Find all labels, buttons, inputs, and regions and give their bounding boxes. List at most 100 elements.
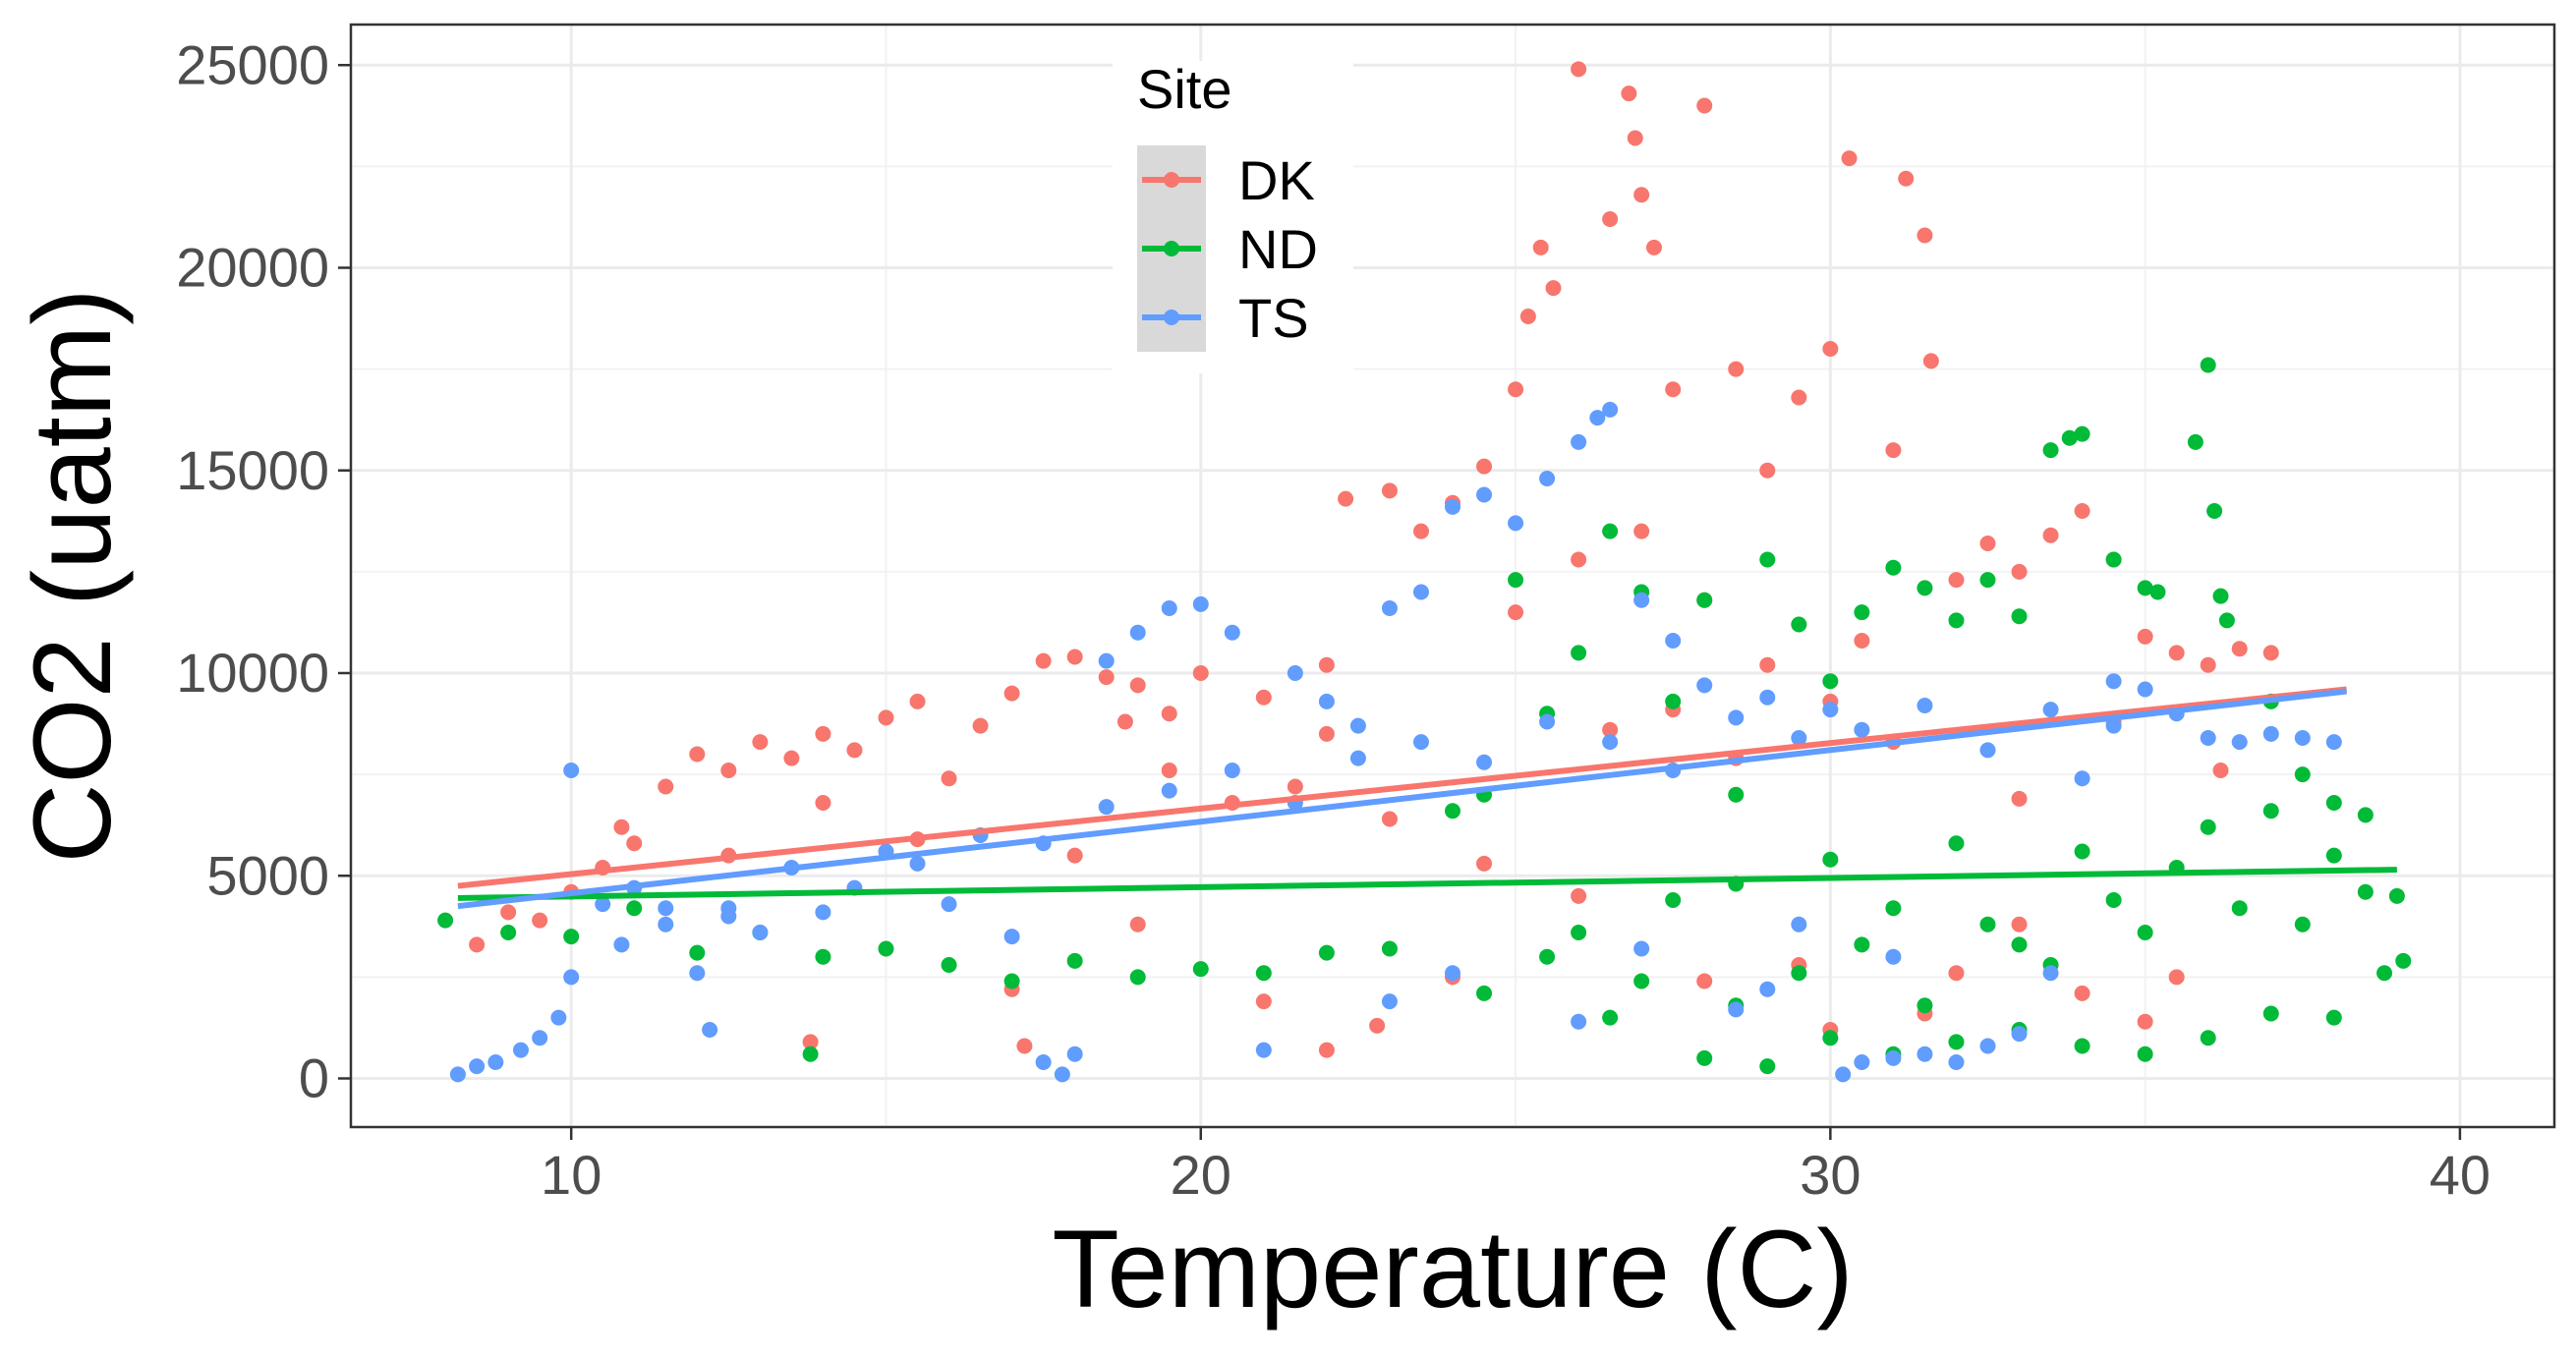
point-ts — [449, 1066, 466, 1083]
point-dk — [1287, 778, 1303, 795]
point-nd — [2294, 766, 2311, 783]
point-ts — [2105, 717, 2122, 734]
point-nd — [2388, 887, 2405, 904]
point-nd — [1602, 1009, 1619, 1026]
point-ts — [1791, 916, 1807, 933]
point-nd — [1571, 645, 1587, 661]
point-nd — [1696, 1049, 1713, 1066]
point-ts — [532, 1030, 548, 1046]
point-nd — [2262, 803, 2279, 820]
point-ts — [1508, 515, 1524, 532]
point-ts — [512, 1042, 529, 1058]
point-nd — [1476, 985, 1493, 1001]
point-nd — [2137, 580, 2153, 596]
point-nd — [1979, 572, 1996, 589]
point-ts — [1759, 689, 1776, 706]
point-ts — [613, 936, 630, 953]
point-dk — [2212, 763, 2229, 778]
point-dk — [1412, 523, 1429, 539]
x-axis-ticks: 10 20 30 40 — [541, 1127, 2490, 1206]
point-nd — [1885, 900, 1902, 917]
y-tick-label: 20000 — [176, 237, 329, 299]
point-nd — [563, 929, 580, 945]
point-ts — [1349, 750, 1366, 766]
point-ts — [1633, 940, 1650, 957]
x-tick-label: 40 — [2430, 1144, 2490, 1206]
point-ts — [1602, 734, 1619, 751]
point-ts — [1696, 677, 1713, 694]
y-tick-label: 15000 — [176, 439, 329, 501]
point-ts — [752, 925, 769, 940]
point-nd — [437, 912, 454, 929]
point-dk — [2168, 645, 2185, 661]
point-ts — [909, 855, 926, 872]
point-nd — [2325, 1009, 2342, 1026]
point-nd — [1381, 940, 1398, 957]
point-ts — [1759, 981, 1776, 997]
point-nd — [2200, 357, 2216, 373]
legend-title: Site — [1137, 58, 1232, 120]
trend-lines — [457, 686, 2397, 910]
point-dk — [941, 770, 957, 787]
y-axis-ticks: 0 5000 10000 15000 20000 25000 — [176, 33, 351, 1109]
point-dk — [1728, 361, 1745, 377]
point-ts — [1445, 965, 1460, 982]
point-ts — [1633, 592, 1650, 608]
point-nd — [689, 944, 706, 961]
point-nd — [1003, 973, 1020, 989]
point-ts — [1224, 624, 1240, 641]
point-nd — [1508, 572, 1524, 589]
point-ts — [563, 969, 580, 986]
point-dk — [689, 746, 706, 763]
point-nd — [1445, 803, 1460, 820]
point-dk — [1318, 656, 1335, 673]
point-nd — [1571, 925, 1587, 940]
point-dk — [1633, 523, 1650, 539]
legend-label-ts: TS — [1238, 287, 1309, 349]
point-dk — [1696, 97, 1713, 114]
point-nd — [1602, 523, 1619, 539]
point-nd — [2137, 925, 2153, 940]
point-ts — [1098, 799, 1115, 816]
point-dk — [1759, 462, 1776, 479]
point-dk — [532, 912, 548, 929]
point-nd — [2325, 795, 2342, 811]
point-nd — [2011, 608, 2028, 625]
point-ts — [1665, 633, 1682, 649]
point-ts — [563, 763, 580, 778]
point-ts — [689, 965, 706, 982]
point-nd — [1129, 969, 1146, 986]
point-ts — [2231, 734, 2248, 751]
point-dk — [1621, 85, 1637, 102]
point-nd — [1759, 1058, 1776, 1075]
point-ts — [2200, 730, 2216, 746]
point-nd — [2105, 551, 2122, 568]
point-nd — [2212, 588, 2229, 604]
data-points — [437, 61, 2412, 1083]
point-nd — [1822, 851, 1839, 868]
point-dk — [1922, 353, 1939, 369]
point-ts — [1054, 1066, 1070, 1083]
point-nd — [2357, 807, 2374, 823]
point-ts — [1129, 624, 1146, 641]
point-ts — [1589, 410, 1606, 426]
point-dk — [613, 819, 630, 835]
trend-line-ts — [457, 688, 2347, 910]
grid-lines — [351, 25, 2554, 1127]
point-dk — [626, 835, 643, 852]
y-tick-label: 5000 — [206, 844, 329, 906]
point-dk — [1003, 685, 1020, 702]
point-nd — [1759, 551, 1776, 568]
point-dk — [1917, 227, 1933, 244]
point-nd — [1066, 952, 1083, 969]
point-dk — [1035, 652, 1052, 669]
point-nd — [2206, 503, 2223, 519]
point-nd — [1948, 612, 1965, 629]
point-dk — [752, 734, 769, 751]
point-dk — [1571, 887, 1587, 904]
point-ts — [1381, 600, 1398, 616]
point-dk — [815, 725, 831, 742]
point-dk — [658, 778, 674, 795]
point-nd — [2061, 429, 2078, 446]
